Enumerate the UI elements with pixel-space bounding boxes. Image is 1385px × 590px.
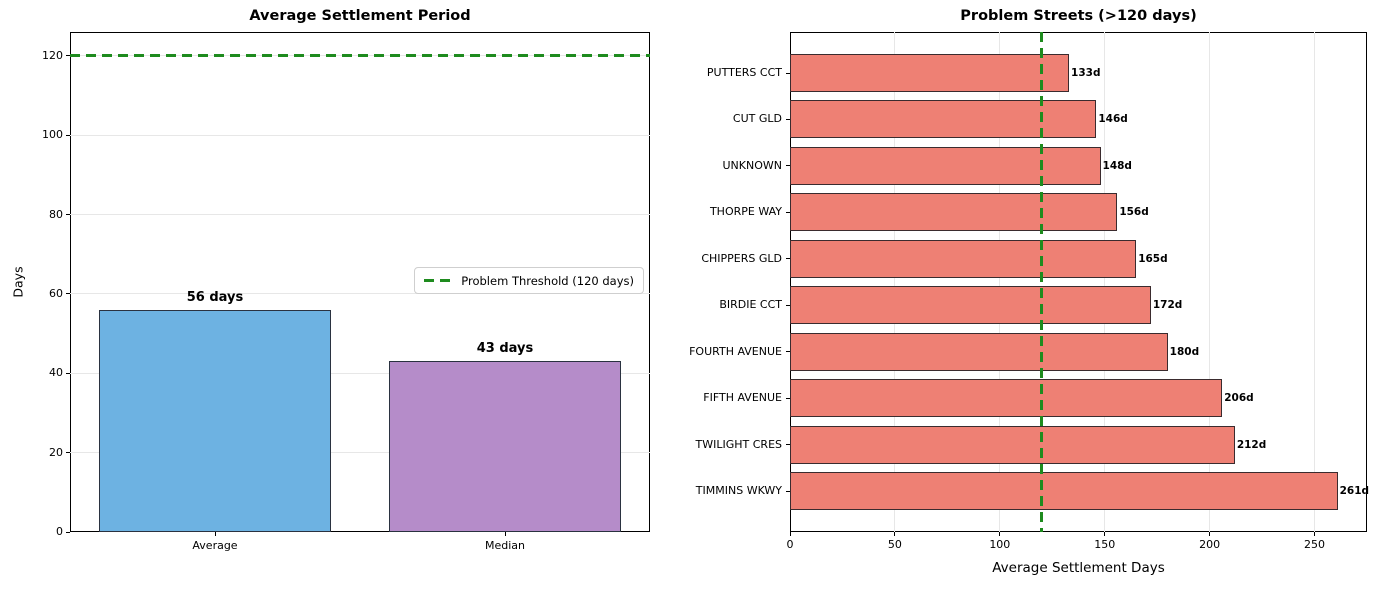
street-bar xyxy=(790,286,1151,325)
x-gridline xyxy=(999,32,1001,532)
street-label: PUTTERS CCT xyxy=(706,66,782,79)
y-tick-mark xyxy=(66,293,70,295)
street-label: FOURTH AVENUE xyxy=(689,344,782,358)
right-chart-title: Problem Streets (>120 days) xyxy=(960,8,1197,24)
bar-value-label: 156d xyxy=(1119,206,1149,219)
bar-value-label: 146d xyxy=(1098,113,1128,126)
left-chart-panel: Average Settlement Period Days Problem T… xyxy=(0,0,685,590)
bar-value-label: 261d xyxy=(1339,485,1370,497)
y-tick-label: 0 xyxy=(56,525,63,538)
threshold-legend-label: Problem Threshold (120 days) xyxy=(461,273,634,288)
right-x-axis-label: Average Settlement Days xyxy=(992,560,1165,576)
value-bar-median xyxy=(389,361,621,532)
y-tick-label: 80 xyxy=(49,207,63,221)
street-bar xyxy=(790,379,1223,418)
street-label: CUT GLD xyxy=(732,112,782,126)
street-bar xyxy=(790,239,1137,278)
y-tick-mark xyxy=(786,72,790,74)
y-tick-mark xyxy=(66,55,70,57)
bar-value-label: 180d xyxy=(1169,345,1200,358)
y-tick-mark xyxy=(66,372,70,374)
x-tick-mark xyxy=(214,532,216,536)
y-gridline xyxy=(70,214,650,216)
x-gridline xyxy=(1104,32,1106,532)
x-tick-label: 100 xyxy=(989,538,1011,551)
x-tick-mark xyxy=(999,532,1001,536)
y-tick-mark xyxy=(66,134,70,136)
x-category-label: Median xyxy=(484,539,525,552)
left-chart-title: Average Settlement Period xyxy=(249,8,471,24)
threshold-legend: Problem Threshold (120 days) xyxy=(414,267,644,294)
x-tick-mark xyxy=(789,532,791,536)
y-gridline xyxy=(70,134,650,136)
y-tick-mark xyxy=(66,214,70,216)
bar-value-label: 148d xyxy=(1102,159,1132,172)
bar-value-label: 43 days xyxy=(476,341,534,357)
y-tick-mark xyxy=(786,304,790,306)
street-label: CHIPPERS GLD xyxy=(701,251,782,265)
street-bar xyxy=(790,146,1101,185)
y-tick-mark xyxy=(786,165,790,167)
street-bar xyxy=(790,193,1118,232)
y-tick-label: 120 xyxy=(42,48,63,62)
y-gridline xyxy=(70,293,650,295)
y-gridline xyxy=(70,452,650,454)
x-tick-label: 250 xyxy=(1304,538,1326,551)
x-gridline xyxy=(894,32,896,532)
y-tick-label: 20 xyxy=(49,445,63,459)
y-tick-mark xyxy=(786,351,790,353)
value-bar-average xyxy=(99,309,331,532)
street-bar xyxy=(790,54,1070,92)
y-tick-label: 40 xyxy=(49,366,63,380)
x-tick-mark xyxy=(1314,532,1316,536)
y-tick-mark xyxy=(786,397,790,399)
y-tick-label: 100 xyxy=(42,128,63,142)
x-tick-label: 0 xyxy=(786,538,794,551)
bar-value-label: 56 days xyxy=(186,289,244,305)
x-category-label: Average xyxy=(192,539,238,552)
y-tick-mark xyxy=(786,211,790,213)
street-bar xyxy=(790,472,1338,510)
street-label: UNKNOWN xyxy=(722,158,783,172)
y-tick-label: 60 xyxy=(49,286,63,300)
y-tick-mark xyxy=(786,118,790,120)
y-tick-mark xyxy=(786,444,790,446)
y-tick-mark xyxy=(66,531,70,533)
y-tick-mark xyxy=(786,490,790,492)
x-tick-mark xyxy=(894,532,896,536)
y-tick-mark xyxy=(786,258,790,260)
street-label: THORPE WAY xyxy=(709,205,782,219)
street-bar xyxy=(790,425,1235,464)
y-tick-mark xyxy=(66,452,70,454)
street-label: TWILIGHT CRES xyxy=(695,437,782,451)
x-tick-mark xyxy=(504,532,506,536)
threshold-line-horizontal xyxy=(70,54,650,58)
x-tick-mark xyxy=(1209,532,1211,536)
street-bar xyxy=(790,332,1168,371)
street-label: BIRDIE CCT xyxy=(719,298,782,312)
bar-value-label: 206d xyxy=(1224,392,1254,405)
bar-value-label: 212d xyxy=(1236,438,1267,451)
x-tick-mark xyxy=(1104,532,1106,536)
street-bar xyxy=(790,100,1097,139)
x-tick-label: 50 xyxy=(887,538,902,551)
threshold-line-vertical xyxy=(1040,32,1044,532)
threshold-dash-icon xyxy=(424,279,453,282)
x-tick-label: 200 xyxy=(1199,538,1221,551)
bar-value-label: 165d xyxy=(1138,252,1168,265)
bar-value-label: 133d xyxy=(1071,67,1101,79)
street-label: FIFTH AVENUE xyxy=(703,391,782,405)
right-chart-panel: Problem Streets (>120 days) Average Sett… xyxy=(685,0,1385,590)
x-tick-label: 150 xyxy=(1094,538,1116,551)
x-gridline xyxy=(1314,32,1316,532)
bar-value-label: 172d xyxy=(1152,299,1183,312)
street-label: TIMMINS WKWY xyxy=(695,484,782,497)
y-gridline xyxy=(70,372,650,374)
x-gridline xyxy=(1209,32,1211,532)
